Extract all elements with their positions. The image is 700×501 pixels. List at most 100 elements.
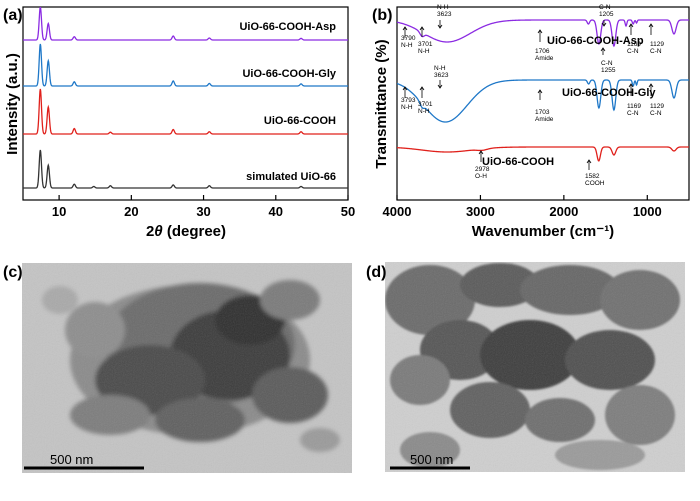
ftir-annotation-text: C-N	[627, 110, 639, 117]
panel-label-c: (c)	[3, 264, 23, 281]
ftir-annotation-text: 1205	[599, 11, 614, 18]
ftir-annotation-arrowhead	[402, 86, 408, 91]
tem-d-scalebar-label: 500 nm	[410, 452, 453, 467]
ftir-annotation-text: N-H	[418, 108, 430, 115]
ftir-annotation-text: Amide	[535, 55, 554, 62]
xrd-x-tick-label-50: 50	[341, 204, 355, 219]
ftir-annotation-text: 3793	[401, 97, 416, 104]
xrd-x-axis-title-suffix: (degree)	[163, 223, 226, 240]
ftir-annotation-text: 3623	[434, 72, 449, 79]
ftir-annotation-arrowhead	[628, 23, 634, 28]
ftir-annotation-text: 1582	[585, 173, 600, 180]
ftir-annotation-arrowhead	[437, 84, 443, 89]
panel-label-a: (a)	[3, 7, 23, 24]
xrd-x-tick-label-30: 30	[196, 204, 210, 219]
xrd-series-uio-66-cooh-gly	[23, 43, 348, 87]
ftir-annotation-text: 1169	[627, 41, 641, 48]
xrd-panel: 10 20 30 40 50 UiO-66-COOH-Asp UiO-66-COOH-Gl…	[3, 6, 355, 240]
ftir-annotation-text: N-H	[401, 42, 413, 49]
xrd-x-tick-label-40: 40	[269, 204, 283, 219]
ftir-annotation-text: N-H	[418, 48, 430, 55]
ftir-annotation-text: 1706	[535, 48, 550, 55]
ftir-annotation-text: 3701	[418, 101, 433, 108]
ftir-annotation-text: Amide	[535, 116, 554, 123]
ftir-x-tick-label-1000: 1000	[633, 204, 662, 219]
ftir-annotation-arrowhead	[478, 150, 484, 155]
panel-label-d: (d)	[366, 264, 386, 281]
ftir-x-tick-label-3000: 3000	[466, 204, 495, 219]
xrd-series-label-simulated-uio-66: simulated UiO-66	[246, 171, 336, 183]
ftir-annotation-text: 1255	[601, 67, 616, 74]
ftir-x-tick-label-4000: 4000	[383, 204, 412, 219]
ftir-annotation-arrowhead	[537, 29, 543, 34]
ftir-annotation-arrowhead	[600, 47, 606, 52]
ftir-series-label-uio-66-cooh-gly: UiO-66-COOH-Gly	[562, 87, 656, 99]
ftir-annotation-arrowhead	[419, 26, 425, 31]
xrd-x-axis-title-prefix: 2	[146, 223, 154, 240]
ftir-annotation-arrowhead	[601, 22, 607, 27]
xrd-series-uio-66-cooh	[23, 88, 348, 135]
tem-image-d: 500 nm (d)	[366, 262, 685, 472]
ftir-series-uio-66-cooh	[397, 146, 689, 162]
ftir-series-label-uio-66-cooh: UiO-66-COOH	[482, 156, 554, 168]
ftir-x-tick-label-2000: 2000	[549, 204, 578, 219]
ftir-annotation-arrowhead	[648, 23, 654, 28]
xrd-plot-frame	[22, 6, 349, 201]
ftir-annotation-arrowhead	[628, 83, 634, 88]
ftir-annotation-text: 3701	[418, 41, 433, 48]
ftir-panel: 4000 3000 2000 1000 UiO-66-COOH-Asp UiO-66-C…	[372, 4, 690, 240]
xrd-series-label-uio-66-cooh: UiO-66-COOH	[264, 115, 336, 127]
ftir-annotation-text: N-H	[401, 104, 413, 111]
xrd-x-axis-title-symbol: θ	[154, 223, 163, 240]
ftir-series-uio-66-cooh-gly	[397, 79, 689, 123]
ftir-series-uio-66-cooh-asp	[397, 19, 689, 48]
ftir-annotation-text: N-H	[437, 4, 449, 11]
ftir-y-axis-title: Transmittance (%)	[373, 39, 390, 168]
ftir-annotation-arrowhead	[419, 86, 425, 91]
ftir-annotation-text: 1169	[627, 103, 641, 110]
ftir-series-label-uio-66-cooh-asp: UiO-66-COOH-Asp	[547, 35, 644, 47]
ftir-annotation-text: O-H	[475, 173, 487, 180]
ftir-annotation-text: 1703	[535, 109, 550, 116]
ftir-annotation-text: C-N	[650, 48, 662, 55]
tem-c-scalebar-label: 500 nm	[50, 452, 93, 467]
ftir-annotation-arrowhead	[586, 159, 592, 164]
xrd-y-axis-title: Intensity (a.u.)	[4, 53, 21, 155]
xrd-x-tick-label-10: 10	[52, 204, 66, 219]
xrd-series-simulated-uio-66	[23, 149, 348, 189]
tem-image-c: 500 nm (c)	[3, 263, 352, 473]
ftir-annotation-arrowhead	[402, 26, 408, 31]
ftir-annotation-text: COOH	[585, 180, 605, 187]
xrd-series-label-uio-66-cooh-gly: UiO-66-COOH-Gly	[242, 68, 336, 80]
ftir-annotation-text: 1129	[650, 41, 664, 48]
ftir-annotation-arrowhead	[648, 83, 654, 88]
ftir-annotation-text: C-N	[601, 60, 613, 67]
ftir-annotation-text: 3790	[401, 35, 416, 42]
xrd-x-axis-title: 2θ (degree)	[146, 223, 226, 240]
xrd-series-uio-66-cooh-asp	[23, 7, 348, 41]
ftir-annotation-text: 1129	[650, 103, 664, 110]
ftir-annotation-arrowhead	[537, 89, 543, 94]
xrd-x-tick-label-20: 20	[124, 204, 138, 219]
ftir-annotation-text: C-N	[599, 4, 611, 11]
ftir-annotation-text: N-H	[434, 65, 446, 72]
ftir-annotation-arrowhead	[437, 24, 443, 29]
ftir-annotation-text: 2978	[475, 166, 490, 173]
